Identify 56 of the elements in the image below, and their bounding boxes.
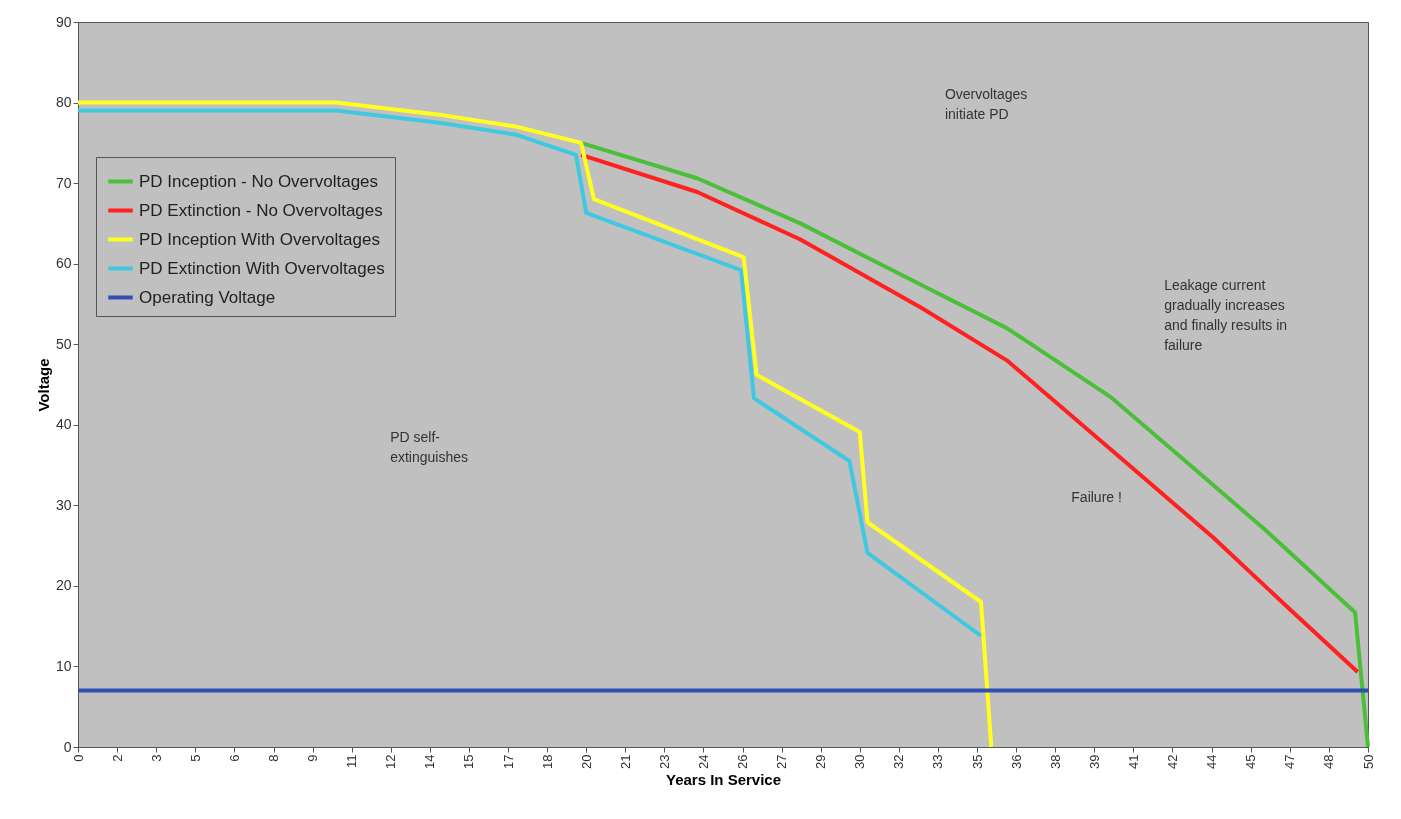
y-tick-label: 40 [55,416,72,433]
x-tick-label: 29 [813,754,829,769]
x-tick-label: 32 [891,754,907,769]
x-tick-label: 38 [1047,754,1063,769]
x-tick-label: 21 [617,754,633,769]
x-tick-label: 17 [500,754,516,769]
y-tick-label: 20 [55,577,72,594]
x-tick-label: 42 [1164,754,1180,769]
x-tick-label: 14 [422,754,438,769]
x-tick-label: 26 [735,754,751,769]
y-axis-title: Voltage [34,358,52,412]
x-tick-label: 41 [1125,754,1141,769]
x-tick-label: 45 [1243,754,1259,769]
x-tick-label: 9 [305,754,321,762]
y-tick-label: 90 [55,13,72,30]
annotation: Failure ! [1071,488,1122,505]
y-tick-label: 60 [55,255,72,272]
x-tick-label: 6 [226,754,242,762]
x-tick-label: 11 [344,754,360,768]
y-tick-label: 30 [55,496,72,513]
x-tick-label: 44 [1204,754,1220,769]
x-tick-label: 20 [578,754,594,769]
line-series [579,152,1360,675]
legend-label: Operating Voltage [139,287,276,307]
x-tick-label: 18 [539,754,555,769]
x-tick-label: 23 [656,754,672,769]
y-tick-label: 80 [55,94,72,111]
x-tick-label: 8 [266,754,282,762]
x-tick-label: 0 [70,754,86,762]
x-tick-label: 35 [969,754,985,769]
line-series [76,108,983,638]
x-tick-label: 39 [1086,754,1102,769]
x-tick-label: 50 [1360,754,1376,769]
x-tick-label: 15 [461,754,477,769]
x-tick-label: 12 [383,754,399,769]
x-tick-label: 3 [148,754,164,762]
x-tick-label: 36 [1008,754,1024,769]
legend-label: PD Inception - No Overvoltages [139,171,379,191]
x-tick-label: 27 [774,754,790,769]
x-tick-label: 5 [187,754,203,762]
legend-label: PD Inception With Overvoltages [139,229,380,249]
annotation: Leakage current gradually increases and finally results in failure [1164,276,1288,353]
x-tick-label: 2 [109,754,125,762]
x-tick-label: 30 [852,754,868,769]
x-tick-label: 33 [930,754,946,769]
legend-label: PD Extinction With Overvoltages [139,258,385,278]
y-tick-label: 10 [55,657,72,674]
y-tick-label: 50 [55,335,72,352]
annotation: Overvoltages initiate PD [944,86,1028,123]
x-tick-label: 48 [1321,754,1337,769]
annotation: PD self- extinguishes [390,429,469,466]
x-axis-title: Years In Service [665,770,782,788]
x-tick-label: 24 [695,754,711,769]
y-tick-label: 70 [55,174,72,191]
x-tick-label: 47 [1282,754,1298,769]
legend-label: PD Extinction - No Overvoltages [139,200,383,220]
